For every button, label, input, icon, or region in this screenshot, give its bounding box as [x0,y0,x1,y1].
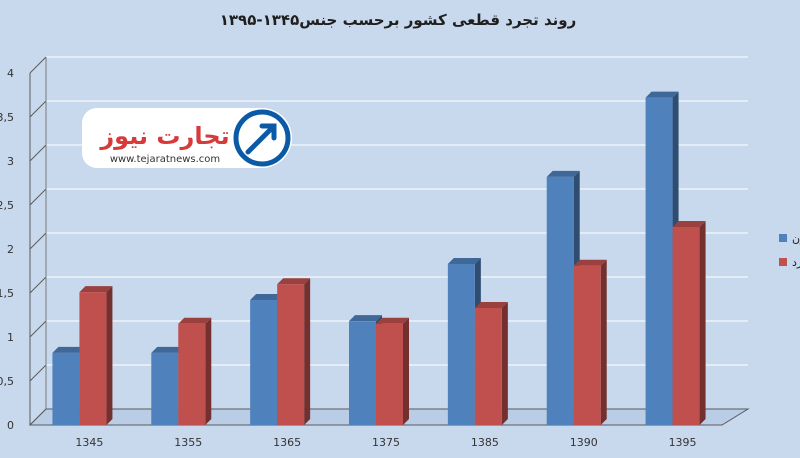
bar-front [447,263,475,425]
bar-front [277,284,305,425]
y-tick-label: 4 [7,67,14,80]
bar-front [474,307,502,425]
bar-front [672,227,700,425]
logo-brand-text: تجارت نیوز [99,122,229,150]
bar-front [573,265,601,425]
x-tick-label: 1385 [471,436,499,449]
legend: زن مرد [779,232,800,269]
tejaratnews-logo: تجارت نیوز www.tejaratnews.com [82,108,292,168]
bar-men-1395 [672,221,706,425]
bar-men-1385 [474,301,508,425]
bar-top [250,294,284,301]
y-tick-label: 1,5 [0,287,14,300]
bar-men-1355 [178,317,212,425]
x-tick-label: 1365 [273,436,301,449]
bar-top [349,315,382,322]
bar-top [52,346,86,353]
bar-side [699,221,706,425]
x-tick-label: 1375 [372,436,400,449]
bar-front [250,300,278,425]
bar-side [205,317,212,425]
logo-arrow-icon [245,123,277,155]
gridline-diagonal [29,56,47,74]
bar-side [501,301,508,425]
bar-top [546,170,580,177]
bar-front [178,323,206,425]
legend-label-men: مرد [792,256,800,269]
bar-men-1345 [79,286,113,425]
bar-top [79,286,113,293]
x-tick-label: 1390 [570,436,598,449]
gridline-diagonal [29,188,47,206]
x-tick-label: 1345 [75,436,103,449]
legend-swatch-men [779,258,787,266]
bar-top [645,91,679,98]
y-tick-label: 1 [7,331,14,344]
bar-top [151,346,185,353]
y-tick-label: 3 [7,155,14,168]
gridline-diagonal [29,364,47,382]
bar-front [376,323,403,425]
bar-front [645,97,673,425]
bar-side [304,278,311,425]
legend-label-women: زن [792,232,800,245]
bar-front [79,292,107,425]
bar-top [573,259,607,266]
bar-front [349,321,376,425]
bar-side [403,317,409,425]
bar-men-1375 [376,317,409,425]
bar-top [672,221,706,227]
tick-labels: 0 0,5 1 1,5 2 2,5 3 3,5 4 1345 1355 1365 1375 1385 139… [0,67,697,449]
y-tick-label: 2,5 [0,199,14,212]
bar-top [447,257,481,264]
bar-men-1390 [573,259,607,425]
y-tick-label: 2 [7,243,14,256]
y-tick-label: 0,5 [0,375,14,388]
bar-side [600,259,607,425]
bar-men-1365 [277,278,311,425]
bar-top [277,278,311,285]
chart-title: روند تجرد قطعی کشور برحسب جنس۱۳۴۵-۱۳۹۵ [220,11,576,29]
bar-front [52,352,80,425]
legend-swatch-women [779,234,787,242]
bar-top [376,317,409,324]
gridline-diagonal [29,276,47,294]
gridline-diagonal [29,320,47,338]
y-tick-label: 0 [7,419,14,432]
logo-url-text: www.tejaratnews.com [110,154,220,165]
gridline-diagonal [29,232,47,250]
x-tick-label: 1355 [174,436,202,449]
bar-front [151,352,179,425]
bar-front [546,176,574,425]
gridline-diagonal [29,100,47,118]
y-tick-label: 3,5 [0,111,14,124]
bars [52,91,706,425]
bar-side [106,286,113,425]
gridline-diagonal [29,144,47,162]
x-tick-label: 1395 [669,436,697,449]
bar-top [474,301,508,308]
bar-top [178,317,212,324]
